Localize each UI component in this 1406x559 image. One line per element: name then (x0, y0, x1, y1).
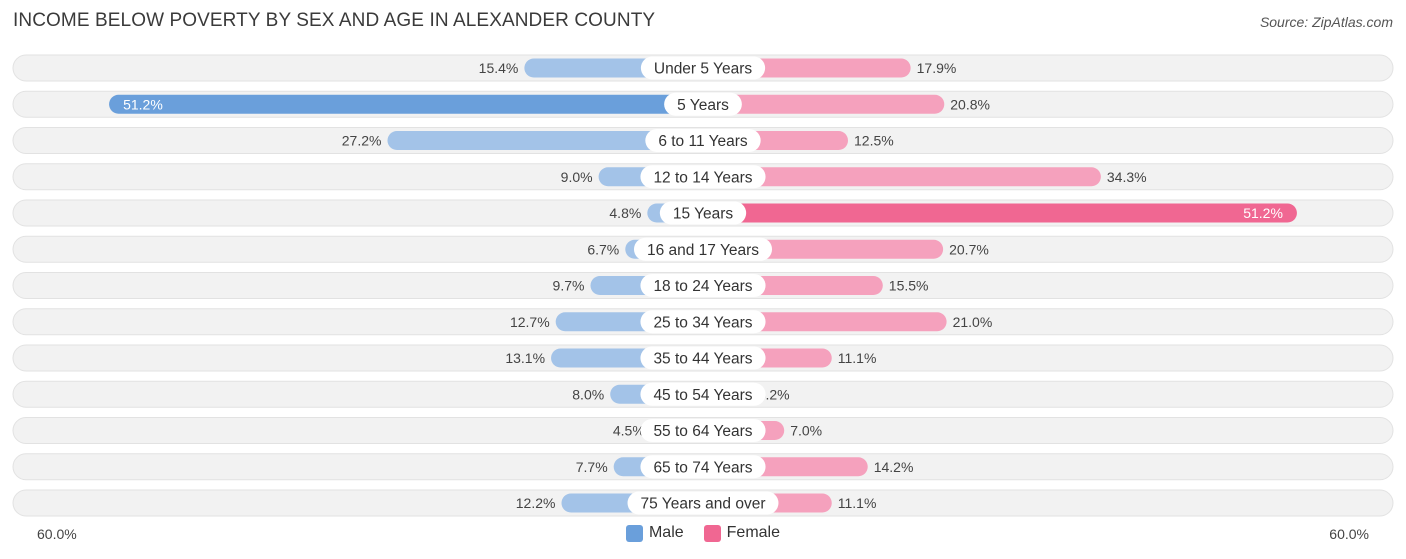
category-label: 16 and 17 Years (647, 242, 759, 259)
data-label-male: 9.7% (553, 278, 585, 294)
chart-title: INCOME BELOW POVERTY BY SEX AND AGE IN A… (13, 10, 656, 31)
category-label: 45 to 54 Years (653, 387, 752, 404)
data-label-female: 34.3% (1107, 169, 1147, 185)
category-pill (659, 201, 747, 225)
category-label: 6 to 11 Years (658, 133, 748, 150)
category-label: Under 5 Years (654, 61, 752, 78)
bar-female (703, 94, 945, 114)
data-label-female: 11.1% (838, 495, 877, 511)
data-label-male: 7.7% (576, 459, 608, 475)
data-label-female: 20.8% (950, 96, 990, 112)
chart-row: 9.0% 34.3% 12 to 14 Years (12, 163, 1394, 191)
data-label-female: 17.9% (917, 60, 957, 76)
legend-label-female: Female (726, 524, 781, 541)
data-label-female: 4.2% (758, 386, 790, 402)
data-label-male: 51.2% (123, 96, 163, 112)
category-label: 12 to 14 Years (653, 169, 752, 186)
chart-row: 8.0% 4.2% 45 to 54 Years (12, 380, 1394, 408)
category-pill (640, 274, 766, 297)
category-label: 35 to 44 Years (653, 351, 752, 368)
chart-row: 9.7% 15.5% 18 to 24 Years (12, 272, 1394, 299)
data-label-male: 9.0% (561, 169, 593, 185)
axis-left-label: 60.0% (37, 526, 77, 542)
data-label-male: 4.5% (613, 423, 645, 439)
category-label: 18 to 24 Years (653, 278, 752, 295)
data-label-male: 12.7% (510, 314, 550, 330)
chart-row: 7.7% 14.2% 65 to 74 Years (12, 453, 1394, 481)
category-pill (640, 165, 766, 189)
data-label-female: 14.2% (874, 459, 914, 475)
data-label-male: 15.4% (479, 60, 519, 76)
category-label: 25 to 34 Years (653, 314, 752, 331)
data-label-male: 13.1% (505, 350, 545, 366)
data-label-male: 12.2% (516, 495, 556, 511)
category-pill (640, 382, 766, 406)
bar-male (387, 131, 703, 150)
data-label-male: 8.0% (572, 386, 604, 402)
category-pill (664, 92, 742, 116)
category-pill (640, 346, 766, 370)
category-pill (645, 129, 761, 152)
legend-item-male: Male (625, 524, 684, 542)
chart-row: 12.2% 11.1% 75 Years and over (12, 489, 1394, 517)
data-label-female: 11.1% (838, 350, 877, 366)
bar-male (109, 94, 703, 114)
chart-row: 12.7% 21.0% 25 to 34 Years (12, 308, 1394, 336)
source-credit: Source: ZipAtlas.com (1259, 14, 1393, 30)
category-label: 15 Years (673, 206, 734, 223)
category-pill (640, 455, 766, 479)
legend-item-female: Female (703, 524, 781, 542)
chart-row: 4.8% 51.2% 15 Years (12, 199, 1394, 227)
bar-female (703, 167, 1101, 187)
chart-row: 4.5% 7.0% 55 to 64 Years (12, 417, 1394, 444)
category-label: 75 Years and over (641, 496, 766, 513)
data-label-female: 7.0% (790, 423, 822, 439)
legend-label-male: Male (648, 524, 684, 541)
chart-row: 51.2% 20.8% 5 Years (12, 90, 1394, 118)
category-pill (640, 56, 766, 80)
category-pill (627, 491, 779, 515)
data-label-female: 12.5% (854, 133, 894, 149)
category-label: 55 to 64 Years (653, 423, 752, 440)
data-label-female: 21.0% (953, 314, 993, 330)
chart-row: 13.1% 11.1% 35 to 44 Years (12, 344, 1394, 372)
data-label-male: 27.2% (342, 133, 382, 149)
legend-swatch-female (703, 524, 721, 542)
data-label-female: 51.2% (1243, 205, 1283, 221)
chart-row: 6.7% 20.7% 16 and 17 Years (12, 235, 1394, 263)
data-label-female: 20.7% (949, 241, 989, 257)
category-pill (633, 237, 773, 261)
category-pill (640, 419, 766, 442)
data-label-male: 4.8% (609, 205, 641, 221)
category-label: 65 to 74 Years (653, 459, 752, 476)
chart-row: 15.4% 17.9% Under 5 Years (12, 54, 1394, 82)
category-pill (640, 310, 766, 334)
axis-right-label: 60.0% (1329, 526, 1369, 542)
chart-plot: 15.4% 17.9% Under 5 Years 51.2% 20.8% 5 Years… (12, 54, 1394, 517)
chart-row: 27.2% 12.5% 6 to 11 Years (12, 127, 1394, 154)
data-label-female: 15.5% (889, 278, 929, 294)
legend: Male Female (0, 524, 1406, 542)
bar-female (703, 203, 1297, 223)
legend-swatch-male (625, 524, 643, 542)
category-label: 5 Years (677, 97, 729, 114)
data-label-male: 6.7% (587, 241, 619, 257)
